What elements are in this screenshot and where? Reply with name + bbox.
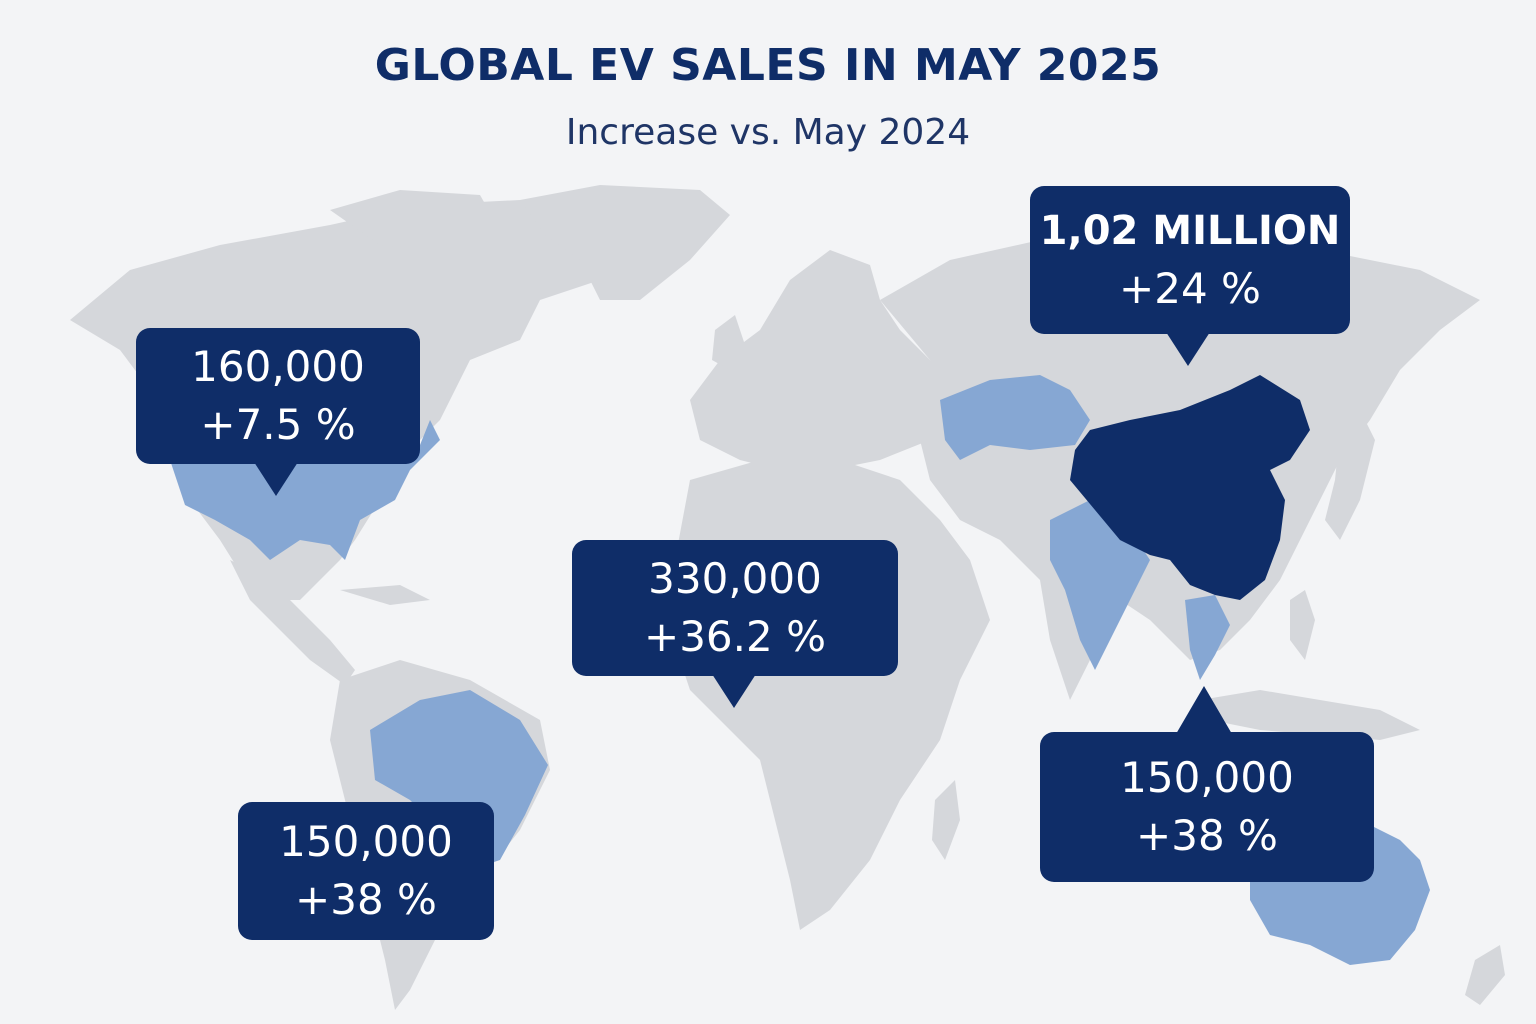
callout-value: 150,000	[1120, 753, 1294, 802]
callout-china: 1,02 MILLION +24 %	[1030, 186, 1350, 334]
callout-pointer	[254, 462, 298, 496]
arctic-islands-landmass	[330, 190, 500, 250]
callout-south-america: 150,000 +38 %	[238, 802, 494, 940]
callout-pointer	[1166, 332, 1210, 366]
callout-change: +7.5 %	[200, 400, 356, 449]
callout-change: +38 %	[1136, 811, 1278, 860]
china-region	[1070, 375, 1310, 600]
callout-europe: 330,000 +36.2 %	[572, 540, 898, 676]
southeast-asia-region	[1185, 595, 1230, 680]
callout-pointer	[1176, 686, 1232, 734]
callout-value: 1,02 MILLION	[1039, 208, 1341, 254]
japan-landmass	[1325, 410, 1375, 540]
uk-landmass	[712, 315, 745, 370]
brazil-region	[370, 690, 548, 870]
callout-value: 150,000	[279, 817, 453, 866]
callout-southeast-asia: 150,000 +38 %	[1040, 732, 1374, 882]
kazakhstan-region	[940, 375, 1090, 460]
callout-change: +36.2 %	[644, 612, 826, 661]
map-subtitle: Increase vs. May 2024	[565, 112, 971, 153]
indonesia-landmass	[1200, 690, 1420, 740]
map-title: GLOBAL EV SALES IN MAY 2025	[374, 40, 1162, 91]
callout-pointer	[712, 674, 756, 708]
callout-change: +38 %	[295, 875, 437, 924]
greenland-landmass	[520, 185, 730, 300]
callout-value: 160,000	[191, 342, 365, 391]
callout-value: 330,000	[648, 554, 822, 603]
europe-landmass	[690, 250, 950, 470]
callout-change: +24 %	[1119, 264, 1261, 313]
callout-north-america: 160,000 +7.5 %	[136, 328, 420, 464]
new-zealand-landmass	[1465, 945, 1505, 1005]
caribbean-landmass	[340, 585, 430, 605]
madagascar-landmass	[932, 780, 960, 860]
central-america-landmass	[230, 560, 355, 685]
philippines-landmass	[1290, 590, 1315, 660]
